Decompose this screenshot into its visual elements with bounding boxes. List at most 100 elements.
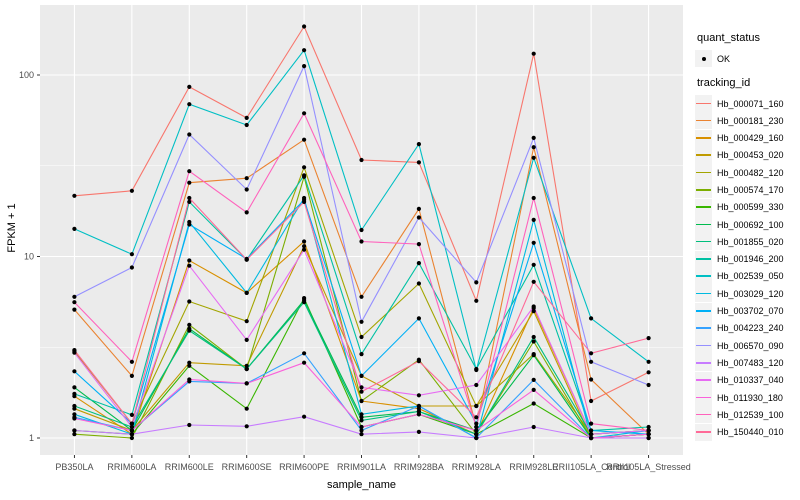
- data-point: [359, 157, 364, 163]
- legend-item-Hb_000692_100: Hb_000692_100: [695, 216, 800, 234]
- data-point: [187, 222, 192, 227]
- legend-item-Hb_001946_200: Hb_001946_200: [695, 250, 800, 268]
- x-tick-label: RRIM928BA: [394, 462, 444, 472]
- legend-item-label: Hb_000181_230: [717, 115, 784, 126]
- data-point: [359, 239, 364, 244]
- data-point: [302, 360, 307, 365]
- data-point: [646, 424, 651, 430]
- legend-panel: quant_status OK tracking_id Hb_000071_16…: [695, 28, 800, 441]
- series-color-line-icon: [696, 119, 711, 122]
- data-point: [302, 300, 307, 305]
- y-tick-label: 10: [24, 252, 34, 262]
- legend-item-Hb_000599_330: Hb_000599_330: [695, 198, 800, 216]
- data-point: [187, 377, 192, 382]
- series-color-line-icon: [696, 102, 711, 105]
- legend-item-label: Hb_000574_170: [717, 184, 784, 195]
- series-color-line-icon: [696, 396, 711, 399]
- data-point: [129, 373, 134, 378]
- data-point: [244, 210, 249, 215]
- data-point: [646, 382, 651, 388]
- legend-key-box: [695, 423, 712, 441]
- data-point: [359, 432, 364, 437]
- x-axis-title: sample_name: [326, 479, 397, 491]
- data-point: [244, 176, 249, 181]
- series-color-line-icon: [696, 188, 711, 191]
- data-point: [187, 322, 192, 327]
- data-point: [187, 180, 192, 185]
- data-point: [302, 351, 307, 356]
- x-tick-label: RRIM928LE: [509, 462, 558, 472]
- legend-item-ok: OK: [695, 50, 800, 67]
- data-point: [359, 415, 364, 420]
- series-color-line-icon: [696, 206, 711, 208]
- data-point: [646, 336, 651, 341]
- data-point: [531, 424, 536, 430]
- data-point: [359, 418, 364, 423]
- data-point: [589, 428, 594, 433]
- data-point: [359, 385, 364, 390]
- legend-item-label: Hb_003029_120: [717, 288, 784, 299]
- x-tick-label: RRII105LA_Control: [552, 462, 630, 472]
- legend-item-label: Hb_010337_040: [717, 375, 784, 386]
- data-point: [474, 382, 479, 388]
- data-point: [359, 227, 364, 233]
- data-point: [72, 348, 77, 353]
- data-point: [474, 428, 479, 433]
- legend-key-box: [695, 337, 712, 355]
- data-point: [416, 316, 421, 321]
- data-point: [187, 199, 192, 204]
- data-point: [646, 359, 651, 364]
- data-point: [244, 337, 249, 342]
- data-point: [646, 370, 651, 375]
- data-point: [244, 424, 249, 429]
- legend-item-label: Hb_150440_010: [717, 427, 784, 438]
- data-point: [302, 244, 307, 249]
- legend-key-box: [695, 250, 712, 268]
- data-point: [531, 309, 536, 314]
- y-axis-title: FPKM + 1: [6, 203, 18, 253]
- legend-item-label: Hb_001855_020: [717, 236, 784, 247]
- y-tick-label: 100: [19, 70, 34, 80]
- legend-item-label: Hb_011930_180: [717, 392, 783, 403]
- data-point: [531, 217, 536, 222]
- data-point: [531, 195, 536, 201]
- legend-item-Hb_000181_230: Hb_000181_230: [695, 112, 800, 130]
- legend-item-label: Hb_002539_050: [717, 271, 784, 282]
- data-point: [129, 421, 134, 426]
- data-point: [531, 377, 536, 382]
- data-point: [531, 262, 536, 267]
- x-tick-label: RRIM600LA: [107, 462, 156, 472]
- x-tick-label: RRIM901LA: [337, 462, 386, 472]
- data-point: [359, 412, 364, 417]
- legend-key-box: [695, 285, 712, 303]
- series-color-line-icon: [696, 223, 711, 226]
- data-point: [302, 111, 307, 116]
- data-point: [474, 421, 479, 426]
- data-point: [72, 403, 77, 409]
- data-point: [302, 199, 307, 204]
- data-point: [72, 428, 77, 433]
- data-point: [589, 398, 594, 404]
- data-point: [129, 188, 134, 193]
- legend-key-box: [695, 198, 712, 216]
- data-point: [129, 359, 134, 364]
- data-point: [474, 280, 479, 285]
- data-point: [244, 363, 249, 368]
- series-color-line-icon: [696, 379, 711, 381]
- data-point: [72, 226, 77, 231]
- data-point: [589, 351, 594, 356]
- data-point: [129, 432, 134, 437]
- data-point: [72, 412, 77, 417]
- data-point: [359, 319, 364, 324]
- data-point: [531, 401, 536, 406]
- legend-item-Hb_004223_240: Hb_004223_240: [695, 319, 800, 337]
- data-point: [359, 373, 364, 378]
- data-point: [244, 319, 249, 324]
- data-point: [531, 387, 536, 392]
- data-point: [244, 290, 249, 295]
- legend-item-Hb_001855_020: Hb_001855_020: [695, 233, 800, 251]
- data-point: [187, 102, 192, 107]
- legend-item-label: Hb_000453_020: [717, 150, 784, 161]
- data-point: [302, 24, 307, 29]
